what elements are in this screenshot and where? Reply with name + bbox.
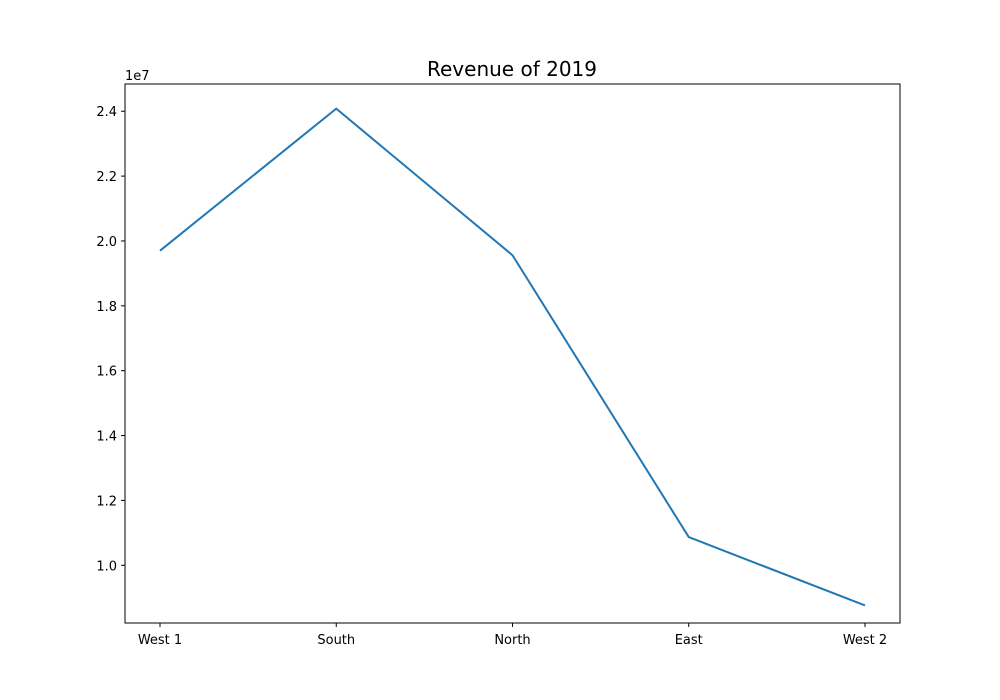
y-tick-label: 2.2 [96, 170, 117, 185]
y-tick-label: 2.4 [96, 105, 117, 120]
y-axis-offset-label: 1e7 [125, 69, 150, 84]
x-tick-label: North [494, 633, 530, 648]
series-layer [159, 107, 866, 607]
x-axis-ticks: West 1 South North East West 2 [138, 623, 887, 648]
y-tick-label: 2.0 [96, 235, 117, 250]
y-tick-label: 1.6 [96, 365, 117, 380]
x-tick-label: West 2 [843, 633, 887, 648]
x-tick-label: South [317, 633, 355, 648]
y-tick-label: 1.0 [96, 559, 117, 574]
y-axis-ticks: 1.0 1.2 1.4 1.6 1.8 2.0 2.2 2.4 [96, 105, 125, 574]
y-tick-label: 1.2 [96, 494, 117, 509]
chart-title: Revenue of 2019 [427, 57, 597, 81]
x-tick-label: West 1 [138, 633, 182, 648]
revenue-series-line [159, 107, 866, 607]
x-tick-label: East [675, 633, 703, 648]
y-tick-label: 1.4 [96, 430, 117, 445]
plot-frame [124, 83, 901, 624]
y-tick-label: 1.8 [96, 300, 117, 315]
